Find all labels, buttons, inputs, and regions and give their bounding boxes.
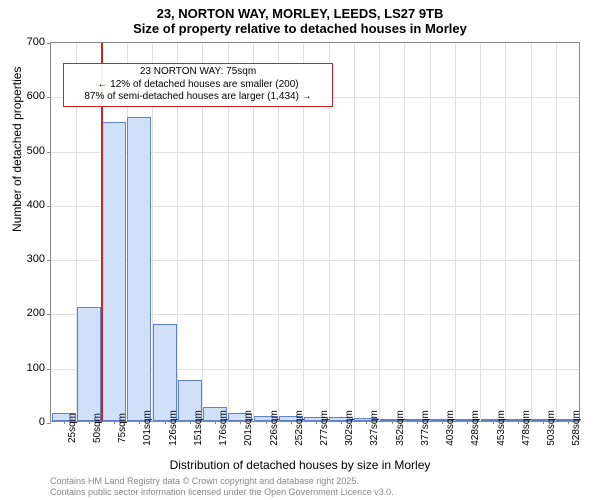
x-tick-label: 453sqm [496, 410, 507, 446]
y-tick-label: 200 [5, 307, 45, 319]
x-tick-label: 176sqm [218, 410, 229, 446]
histogram-bar [127, 117, 151, 421]
x-tick-minor [316, 421, 317, 424]
title-block: 23, NORTON WAY, MORLEY, LEEDS, LS27 9TB … [0, 0, 600, 36]
x-tick-label: 403sqm [445, 410, 456, 446]
x-tick-minor [518, 421, 519, 424]
grid-line-v [505, 43, 506, 421]
x-tick-label: 25sqm [67, 413, 78, 443]
x-tick-label: 352sqm [395, 410, 406, 446]
y-tick-mark [47, 423, 51, 424]
annotation-line3: 87% of semi-detached houses are larger (… [68, 91, 328, 104]
y-tick-label: 500 [5, 145, 45, 157]
y-tick-mark [47, 314, 51, 315]
x-tick-label: 277sqm [319, 410, 330, 446]
y-tick-label: 300 [5, 253, 45, 265]
title-line1: 23, NORTON WAY, MORLEY, LEEDS, LS27 9TB [0, 6, 600, 21]
y-tick-mark [47, 260, 51, 261]
x-tick-minor [392, 421, 393, 424]
y-tick-mark [47, 97, 51, 98]
y-tick-label: 100 [5, 362, 45, 374]
histogram-bar [153, 324, 177, 421]
grid-line-v [354, 43, 355, 421]
x-tick-minor [366, 421, 367, 424]
footer-text: Contains HM Land Registry data © Crown c… [50, 476, 394, 498]
x-tick-minor [89, 421, 90, 424]
grid-line-v [480, 43, 481, 421]
annotation-box: 23 NORTON WAY: 75sqm← 12% of detached ho… [63, 63, 333, 107]
y-tick-label: 600 [5, 90, 45, 102]
x-axis-label: Distribution of detached houses by size … [0, 458, 600, 472]
x-tick-label: 75sqm [117, 413, 128, 443]
x-tick-minor [442, 421, 443, 424]
grid-line-v [379, 43, 380, 421]
footer-line1: Contains HM Land Registry data © Crown c… [50, 476, 394, 487]
x-tick-minor [568, 421, 569, 424]
grid-line-v [455, 43, 456, 421]
annotation-line2: ← 12% of detached houses are smaller (20… [68, 79, 328, 92]
x-tick-minor [215, 421, 216, 424]
plot-area: 23 NORTON WAY: 75sqm← 12% of detached ho… [50, 42, 580, 422]
y-tick-mark [47, 206, 51, 207]
x-tick-minor [341, 421, 342, 424]
grid-line-v [531, 43, 532, 421]
x-tick-minor [114, 421, 115, 424]
x-tick-label: 101sqm [142, 410, 153, 446]
title-line2: Size of property relative to detached ho… [0, 21, 600, 36]
x-tick-label: 252sqm [294, 410, 305, 446]
annotation-line1: 23 NORTON WAY: 75sqm [68, 66, 328, 79]
y-tick-label: 0 [5, 416, 45, 428]
x-tick-label: 151sqm [193, 410, 204, 446]
grid-line-v [430, 43, 431, 421]
x-tick-minor [139, 421, 140, 424]
histogram-bar [102, 122, 126, 421]
x-tick-minor [493, 421, 494, 424]
x-tick-label: 126sqm [168, 410, 179, 446]
x-tick-label: 503sqm [546, 410, 557, 446]
x-tick-minor [64, 421, 65, 424]
x-tick-minor [291, 421, 292, 424]
x-tick-label: 50sqm [92, 413, 103, 443]
grid-line-v [556, 43, 557, 421]
x-tick-label: 428sqm [470, 410, 481, 446]
x-tick-label: 226sqm [269, 410, 280, 446]
y-tick-mark [47, 369, 51, 370]
x-tick-label: 377sqm [420, 410, 431, 446]
x-tick-minor [543, 421, 544, 424]
x-tick-label: 478sqm [521, 410, 532, 446]
x-tick-label: 528sqm [571, 410, 582, 446]
x-tick-minor [417, 421, 418, 424]
x-tick-minor [467, 421, 468, 424]
grid-line-v [404, 43, 405, 421]
x-tick-minor [240, 421, 241, 424]
x-tick-label: 302sqm [344, 410, 355, 446]
footer-line2: Contains public sector information licen… [50, 487, 394, 498]
histogram-bar [77, 307, 101, 421]
y-tick-label: 400 [5, 199, 45, 211]
y-tick-mark [47, 152, 51, 153]
x-tick-label: 201sqm [243, 410, 254, 446]
x-tick-label: 327sqm [369, 410, 380, 446]
x-tick-minor [190, 421, 191, 424]
chart-container: 23, NORTON WAY, MORLEY, LEEDS, LS27 9TB … [0, 0, 600, 500]
y-tick-label: 700 [5, 36, 45, 48]
x-tick-minor [266, 421, 267, 424]
y-tick-mark [47, 43, 51, 44]
x-tick-minor [165, 421, 166, 424]
